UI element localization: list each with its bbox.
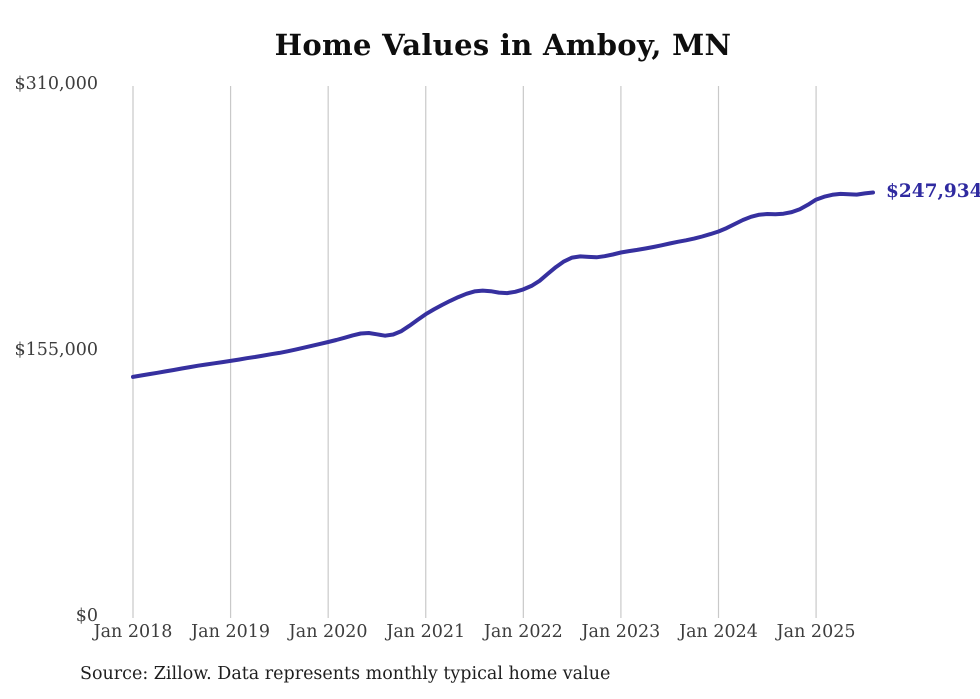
chart-title: Home Values in Amboy, MN — [274, 28, 732, 62]
latest-value-label: $247,934 — [886, 180, 980, 202]
x-axis-tick-label: Jan 2021 — [386, 622, 466, 642]
home-value-line — [131, 190, 875, 379]
x-axis-tick-label: Jan 2025 — [776, 622, 856, 642]
y-axis-tick-label: $0 — [75, 606, 98, 626]
x-axis-tick-label: Jan 2018 — [93, 622, 173, 642]
x-axis-tick-label: Jan 2022 — [483, 622, 563, 642]
x-axis-tick-label: Jan 2023 — [581, 622, 661, 642]
x-axis-tick-label: Jan 2019 — [191, 622, 270, 642]
y-axis-tick-label: $310,000 — [14, 74, 98, 94]
source-note: Source: Zillow. Data represents monthly … — [80, 664, 611, 684]
y-axis-tick-label: $155,000 — [14, 340, 98, 360]
x-axis-tick-label: Jan 2020 — [288, 622, 368, 642]
x-axis-tick-label: Jan 2024 — [679, 622, 758, 642]
